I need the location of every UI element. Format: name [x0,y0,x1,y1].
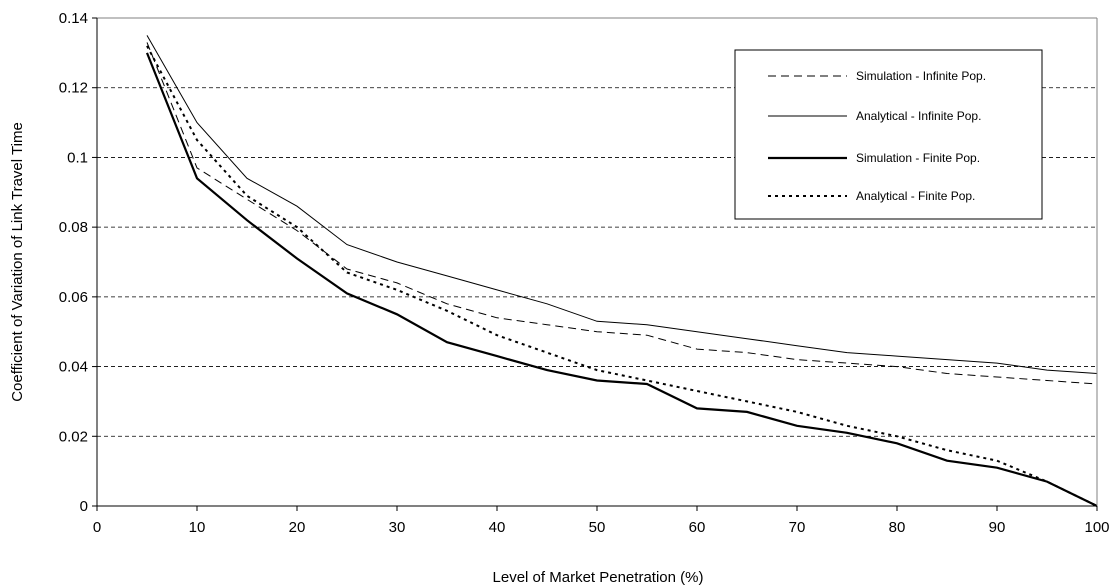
y-tick-label: 0 [80,498,88,515]
x-tick-label: 90 [989,519,1006,536]
legend-box [734,49,1043,220]
legend: Simulation - Infinite Pop. Analytical - I… [734,49,1043,220]
x-tick-label: 60 [689,519,706,536]
x-tick-label: 20 [289,519,306,536]
x-tick-label: 50 [589,519,606,536]
axes [92,17,1098,511]
x-tick-label: 40 [489,519,506,536]
series-line-2 [146,35,1098,374]
legend-label-2: Analytical - Infinite Pop. [856,109,981,123]
x-tick-label: 0 [93,519,101,536]
y-tick-label: 0.06 [59,289,88,306]
legend-label-3: Simulation - Finite Pop. [856,151,980,165]
y-tick-label: 0.14 [59,10,88,27]
y-tick-label: 0.08 [59,219,88,236]
y-tick-label: 0.02 [59,428,88,445]
series-line-1 [146,42,1098,385]
x-tick-label: 80 [889,519,906,536]
x-tick-label: 100 [1084,519,1109,536]
x-axis-title: Level of Market Penetration (%) [493,569,704,586]
y-tick-label: 0.12 [59,80,88,97]
legend-label-1: Simulation - Infinite Pop. [856,69,986,83]
y-tick-label: 0.04 [59,359,88,376]
y-axis-title: Coefficient of Variation of Link Travel … [9,122,26,402]
series-lines [145,35,1098,507]
series-line-4 [146,45,1098,507]
x-tick-labels: 0 10 20 30 40 50 60 70 80 90 100 [93,519,1110,536]
series-line-3 [145,52,1098,507]
x-tick-label: 10 [189,519,206,536]
y-tick-label: 0.1 [67,149,88,166]
x-tick-label: 30 [389,519,406,536]
y-tick-labels: 0 0.02 0.04 0.06 0.08 0.1 0.12 0.14 [59,10,88,515]
legend-label-4: Analytical - Finite Pop. [856,189,975,203]
x-tick-label: 70 [789,519,806,536]
